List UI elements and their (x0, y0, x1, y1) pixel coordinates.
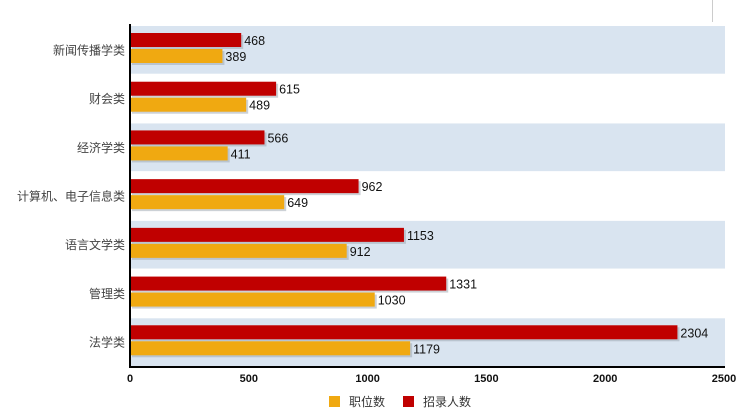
data-label: 615 (279, 83, 300, 97)
x-tick-label: 1500 (474, 373, 498, 385)
data-label: 962 (362, 180, 383, 194)
bar-recruits (130, 325, 678, 340)
data-label: 912 (350, 245, 371, 259)
bar-recruits (130, 276, 447, 291)
bar-recruits (130, 130, 265, 145)
x-tick-label: 1000 (355, 373, 379, 385)
data-label: 1153 (407, 229, 434, 243)
data-label: 1331 (449, 278, 477, 292)
bar-positions (130, 97, 247, 112)
category-label: 管理类 (89, 286, 125, 301)
x-tick-label: 2000 (593, 373, 617, 385)
bar-recruits (130, 179, 359, 194)
data-label: 1030 (378, 294, 406, 308)
bar-positions (130, 195, 285, 210)
category-label: 新闻传播学类 (53, 42, 125, 57)
bar-positions (130, 49, 223, 63)
data-label: 468 (244, 34, 265, 48)
data-label: 2304 (680, 326, 708, 340)
bar-positions (130, 341, 411, 356)
category-label: 财会类 (89, 92, 125, 106)
data-label: 566 (267, 131, 288, 145)
bar-recruits (130, 33, 242, 47)
bar-positions (130, 292, 375, 307)
legend-swatch (403, 396, 414, 407)
x-tick-label: 500 (240, 373, 258, 385)
category-label: 经济学类 (77, 140, 125, 155)
data-label: 1179 (413, 342, 440, 356)
data-label: 489 (249, 99, 270, 113)
legend-label: 招录人数 (423, 394, 471, 409)
data-label: 389 (225, 50, 246, 64)
bar-positions (130, 146, 228, 161)
x-tick-label: 0 (127, 373, 133, 385)
category-label: 计算机、电子信息类 (17, 189, 125, 204)
legend-label: 职位数 (349, 394, 385, 409)
bar-positions (130, 243, 347, 258)
bar-recruits (130, 227, 404, 242)
x-tick-label: 2500 (712, 373, 736, 385)
data-label: 411 (231, 147, 251, 161)
bar-recruits (130, 81, 277, 96)
category-label: 法学类 (89, 335, 125, 350)
legend-swatch (329, 396, 340, 407)
data-label: 649 (287, 196, 308, 210)
category-label: 语言文学类 (65, 237, 125, 252)
